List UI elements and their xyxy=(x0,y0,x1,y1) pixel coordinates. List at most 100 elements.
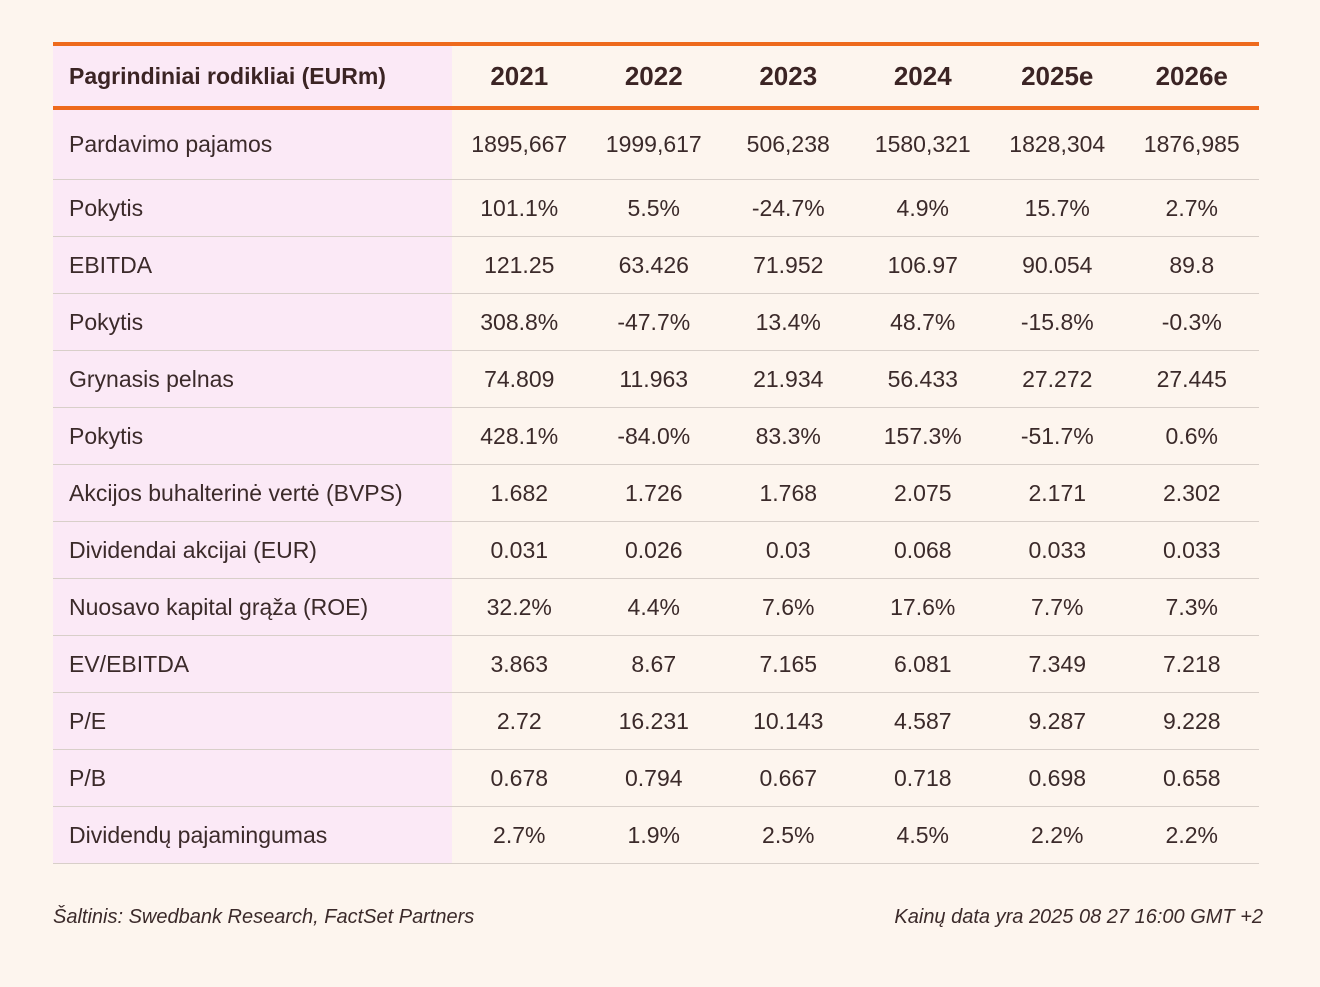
table-row: Nuosavo kapital grąža (ROE) 32.2% 4.4% 7.6%… xyxy=(53,578,1259,636)
row-value: 7.349 xyxy=(990,635,1125,693)
row-value: 1.682 xyxy=(452,464,587,522)
row-value: 1.726 xyxy=(586,464,721,522)
row-value: 9.287 xyxy=(990,692,1125,750)
header-year: 2024 xyxy=(855,42,990,110)
row-value: 1876,985 xyxy=(1124,108,1259,180)
row-value: 1580,321 xyxy=(855,108,990,180)
row-value: 308.8% xyxy=(452,293,587,351)
row-value: 0.6% xyxy=(1124,407,1259,465)
row-value: 7.3% xyxy=(1124,578,1259,636)
row-value: 2.302 xyxy=(1124,464,1259,522)
header-year: 2023 xyxy=(721,42,856,110)
row-value: 0.794 xyxy=(586,749,721,807)
row-value: 1895,667 xyxy=(452,108,587,180)
row-value: 6.081 xyxy=(855,635,990,693)
row-value: 71.952 xyxy=(721,236,856,294)
row-value: 2.7% xyxy=(1124,179,1259,237)
table-header-row: Pagrindiniai rodikliai (EURm) 2021 2022 … xyxy=(53,42,1259,110)
table-row: EBITDA 121.25 63.426 71.952 106.97 90.054 89.8 xyxy=(53,236,1259,294)
row-value: 1828,304 xyxy=(990,108,1125,180)
row-value: 106.97 xyxy=(855,236,990,294)
row-value: -15.8% xyxy=(990,293,1125,351)
table-row: P/E 2.72 16.231 10.143 4.587 9.287 9.228 xyxy=(53,692,1259,750)
row-value: 9.228 xyxy=(1124,692,1259,750)
row-value: 2.171 xyxy=(990,464,1125,522)
row-value: 121.25 xyxy=(452,236,587,294)
header-year: 2021 xyxy=(452,42,587,110)
row-value: 11.963 xyxy=(586,350,721,408)
row-value: 89.8 xyxy=(1124,236,1259,294)
row-value: 5.5% xyxy=(586,179,721,237)
row-value: 2.72 xyxy=(452,692,587,750)
row-value: 4.587 xyxy=(855,692,990,750)
row-value: 4.4% xyxy=(586,578,721,636)
row-value: 3.863 xyxy=(452,635,587,693)
row-value: 2.2% xyxy=(1124,806,1259,864)
row-value: 10.143 xyxy=(721,692,856,750)
row-value: 56.433 xyxy=(855,350,990,408)
row-value: 1.768 xyxy=(721,464,856,522)
row-label: Pokytis xyxy=(53,293,452,351)
row-value: 0.033 xyxy=(1124,521,1259,579)
table-row: Akcijos buhalterinė vertė (BVPS) 1.682 1.7… xyxy=(53,464,1259,522)
row-value: 0.698 xyxy=(990,749,1125,807)
row-value: 16.231 xyxy=(586,692,721,750)
row-value: 21.934 xyxy=(721,350,856,408)
row-value: 83.3% xyxy=(721,407,856,465)
key-figures-table-container: Pagrindiniai rodikliai (EURm) 2021 2022 … xyxy=(53,42,1259,864)
row-label: EV/EBITDA xyxy=(53,635,452,693)
row-value: 0.031 xyxy=(452,521,587,579)
row-value: 101.1% xyxy=(452,179,587,237)
row-value: 13.4% xyxy=(721,293,856,351)
row-value: -0.3% xyxy=(1124,293,1259,351)
row-value: 2.2% xyxy=(990,806,1125,864)
header-year: 2022 xyxy=(586,42,721,110)
source-note: Šaltinis: Swedbank Research, FactSet Par… xyxy=(53,906,475,928)
price-date-note: Kainų data yra 2025 08 27 16:00 GMT +2 xyxy=(894,906,1263,928)
row-value: 7.165 xyxy=(721,635,856,693)
row-value: 0.667 xyxy=(721,749,856,807)
header-year: 2025e xyxy=(990,42,1125,110)
row-value: 48.7% xyxy=(855,293,990,351)
row-label: P/B xyxy=(53,749,452,807)
row-value: 27.445 xyxy=(1124,350,1259,408)
row-value: 15.7% xyxy=(990,179,1125,237)
row-value: 17.6% xyxy=(855,578,990,636)
row-value: 0.068 xyxy=(855,521,990,579)
row-value: 7.6% xyxy=(721,578,856,636)
row-label: Grynasis pelnas xyxy=(53,350,452,408)
row-value: 428.1% xyxy=(452,407,587,465)
row-label: Dividendų pajamingumas xyxy=(53,806,452,864)
table-row: Grynasis pelnas 74.809 11.963 21.934 56.433 2… xyxy=(53,350,1259,408)
row-value: 27.272 xyxy=(990,350,1125,408)
table-row: Pokytis 101.1% 5.5% -24.7% 4.9% 15.7% 2.7% xyxy=(53,179,1259,237)
row-value: 2.5% xyxy=(721,806,856,864)
row-value: 2.075 xyxy=(855,464,990,522)
row-value: -84.0% xyxy=(586,407,721,465)
table-row: Dividendai akcijai (EUR) 0.031 0.026 0.03 0.… xyxy=(53,521,1259,579)
row-label: Nuosavo kapital grąža (ROE) xyxy=(53,578,452,636)
table-row: Dividendų pajamingumas 2.7% 1.9% 2.5% 4.5% 2.… xyxy=(53,806,1259,864)
row-value: 7.218 xyxy=(1124,635,1259,693)
row-value: -47.7% xyxy=(586,293,721,351)
row-value: 74.809 xyxy=(452,350,587,408)
row-value: 4.5% xyxy=(855,806,990,864)
row-label: Dividendai akcijai (EUR) xyxy=(53,521,452,579)
row-value: -24.7% xyxy=(721,179,856,237)
row-label: Pokytis xyxy=(53,407,452,465)
table-body: Pardavimo pajamos 1895,667 1999,617 506,238… xyxy=(53,108,1259,864)
row-value: 4.9% xyxy=(855,179,990,237)
row-value: 506,238 xyxy=(721,108,856,180)
row-label: Pokytis xyxy=(53,179,452,237)
row-label: Akcijos buhalterinė vertė (BVPS) xyxy=(53,464,452,522)
table-row: P/B 0.678 0.794 0.667 0.718 0.698 0.658 xyxy=(53,749,1259,807)
row-value: 0.678 xyxy=(452,749,587,807)
row-value: 0.718 xyxy=(855,749,990,807)
table-row: Pardavimo pajamos 1895,667 1999,617 506,238… xyxy=(53,108,1259,180)
row-value: 32.2% xyxy=(452,578,587,636)
row-label: P/E xyxy=(53,692,452,750)
row-label: Pardavimo pajamos xyxy=(53,108,452,180)
row-value: 157.3% xyxy=(855,407,990,465)
table-row: Pokytis 308.8% -47.7% 13.4% 48.7% -15.8% -0.3% xyxy=(53,293,1259,351)
row-value: 1.9% xyxy=(586,806,721,864)
